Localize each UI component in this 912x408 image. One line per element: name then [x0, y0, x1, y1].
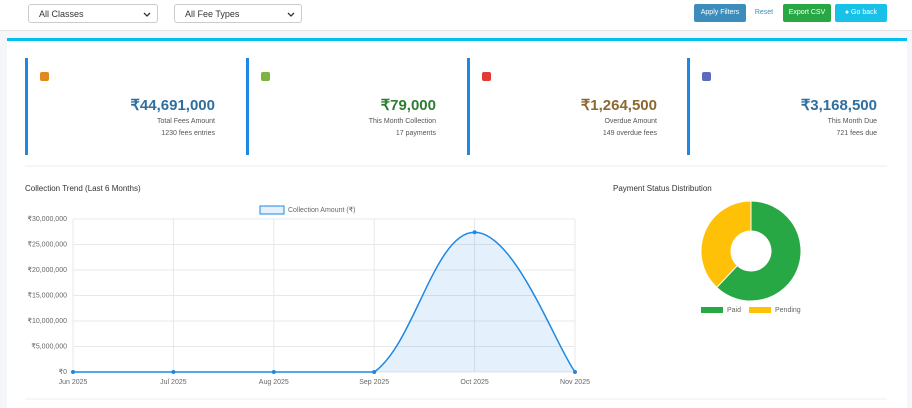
- back-button[interactable]: ● Go back: [835, 4, 887, 22]
- point: [372, 370, 377, 374]
- card-detail: 1230 fees entries: [161, 130, 215, 137]
- y-tick-label: ₹30,000,000: [28, 215, 68, 223]
- x-tick-label: Oct 2025: [460, 379, 489, 386]
- card-detail: 721 fees due: [836, 130, 877, 137]
- legend-label: Collection Amount (₹): [288, 206, 355, 214]
- apply-button[interactable]: Apply Filters: [694, 4, 746, 22]
- button-text: Go back: [851, 9, 878, 16]
- export-button[interactable]: Export CSV: [783, 4, 831, 22]
- legend-label: Paid: [727, 307, 741, 314]
- point: [573, 370, 577, 374]
- chart-title: Payment Status Distribution: [613, 184, 712, 193]
- card-amount: ₹79,000: [380, 97, 436, 114]
- stat-card: ₹44,691,000 Total Fees Amount 1230 fees en…: [25, 58, 223, 155]
- chevron: [287, 12, 295, 17]
- y-tick-label: ₹10,000,000: [28, 317, 68, 325]
- chevron: [143, 12, 151, 17]
- line-area: [73, 232, 575, 372]
- y-tick-label: ₹5,000,000: [31, 342, 67, 350]
- y-tick-label: ₹0: [59, 368, 67, 376]
- card-icon: [482, 72, 491, 81]
- y-tick-label: ₹25,000,000: [28, 240, 68, 248]
- x-tick-label: Jul 2025: [160, 379, 187, 386]
- card-label: This Month Collection: [368, 118, 436, 125]
- point: [71, 370, 75, 374]
- card-body: ₹44,691,000 Total Fees Amount 1230 fees en…: [28, 58, 215, 155]
- x-tick-label: Nov 2025: [560, 379, 590, 386]
- card-detail: 17 payments: [395, 130, 436, 137]
- fee-type-select[interactable]: All Fee Types: [174, 4, 302, 23]
- doughnut-segment: [700, 200, 752, 289]
- card-icon: [702, 72, 711, 81]
- card-body: ₹3,168,500 This Month Due 721 fees due: [690, 58, 877, 155]
- stat-card: ₹3,168,500 This Month Due 721 fees due: [687, 58, 885, 155]
- y-tick-label: ₹20,000,000: [28, 266, 68, 274]
- point: [271, 370, 276, 374]
- select-text: All Classes: [39, 9, 84, 19]
- card-label: Overdue Amount: [604, 118, 657, 125]
- point: [171, 370, 176, 374]
- card-amount: ₹44,691,000: [130, 97, 215, 114]
- stat-card: ₹1,264,500 Overdue Amount 149 overdue fees: [467, 58, 665, 155]
- card-detail: 149 overdue fees: [602, 130, 657, 137]
- card-icon: [40, 72, 49, 81]
- toolbar: All Classes All Fee Types Apply Filters …: [0, 0, 912, 31]
- legend-label: Pending: [775, 307, 801, 314]
- card-label: This Month Due: [827, 118, 877, 125]
- chart-title: Collection Trend (Last 6 Months): [25, 184, 141, 193]
- x-tick-label: Sep 2025: [359, 379, 389, 386]
- stat-card: ₹79,000 This Month Collection 17 payments: [246, 58, 444, 155]
- reset-link[interactable]: Reset: [754, 9, 774, 16]
- legend-swatch: [701, 307, 723, 313]
- legend-swatch: [749, 307, 771, 313]
- x-tick-label: Aug 2025: [259, 379, 289, 386]
- legend-swatch: [259, 205, 285, 215]
- doughnut-segment: [716, 200, 802, 302]
- card-label: Total Fees Amount: [157, 118, 215, 125]
- class-select[interactable]: All Classes: [28, 4, 158, 23]
- card-body: ₹1,264,500 Overdue Amount 149 overdue fees: [470, 58, 657, 155]
- card-icon: [261, 72, 270, 81]
- select-text: All Fee Types: [185, 9, 240, 19]
- card-amount: ₹3,168,500: [800, 97, 877, 114]
- point: [472, 230, 477, 235]
- card-body: ₹79,000 This Month Collection 17 payments: [249, 58, 436, 155]
- y-tick-label: ₹15,000,000: [28, 291, 68, 299]
- x-tick-label: Jun 2025: [59, 379, 88, 386]
- card-amount: ₹1,264,500: [580, 97, 657, 114]
